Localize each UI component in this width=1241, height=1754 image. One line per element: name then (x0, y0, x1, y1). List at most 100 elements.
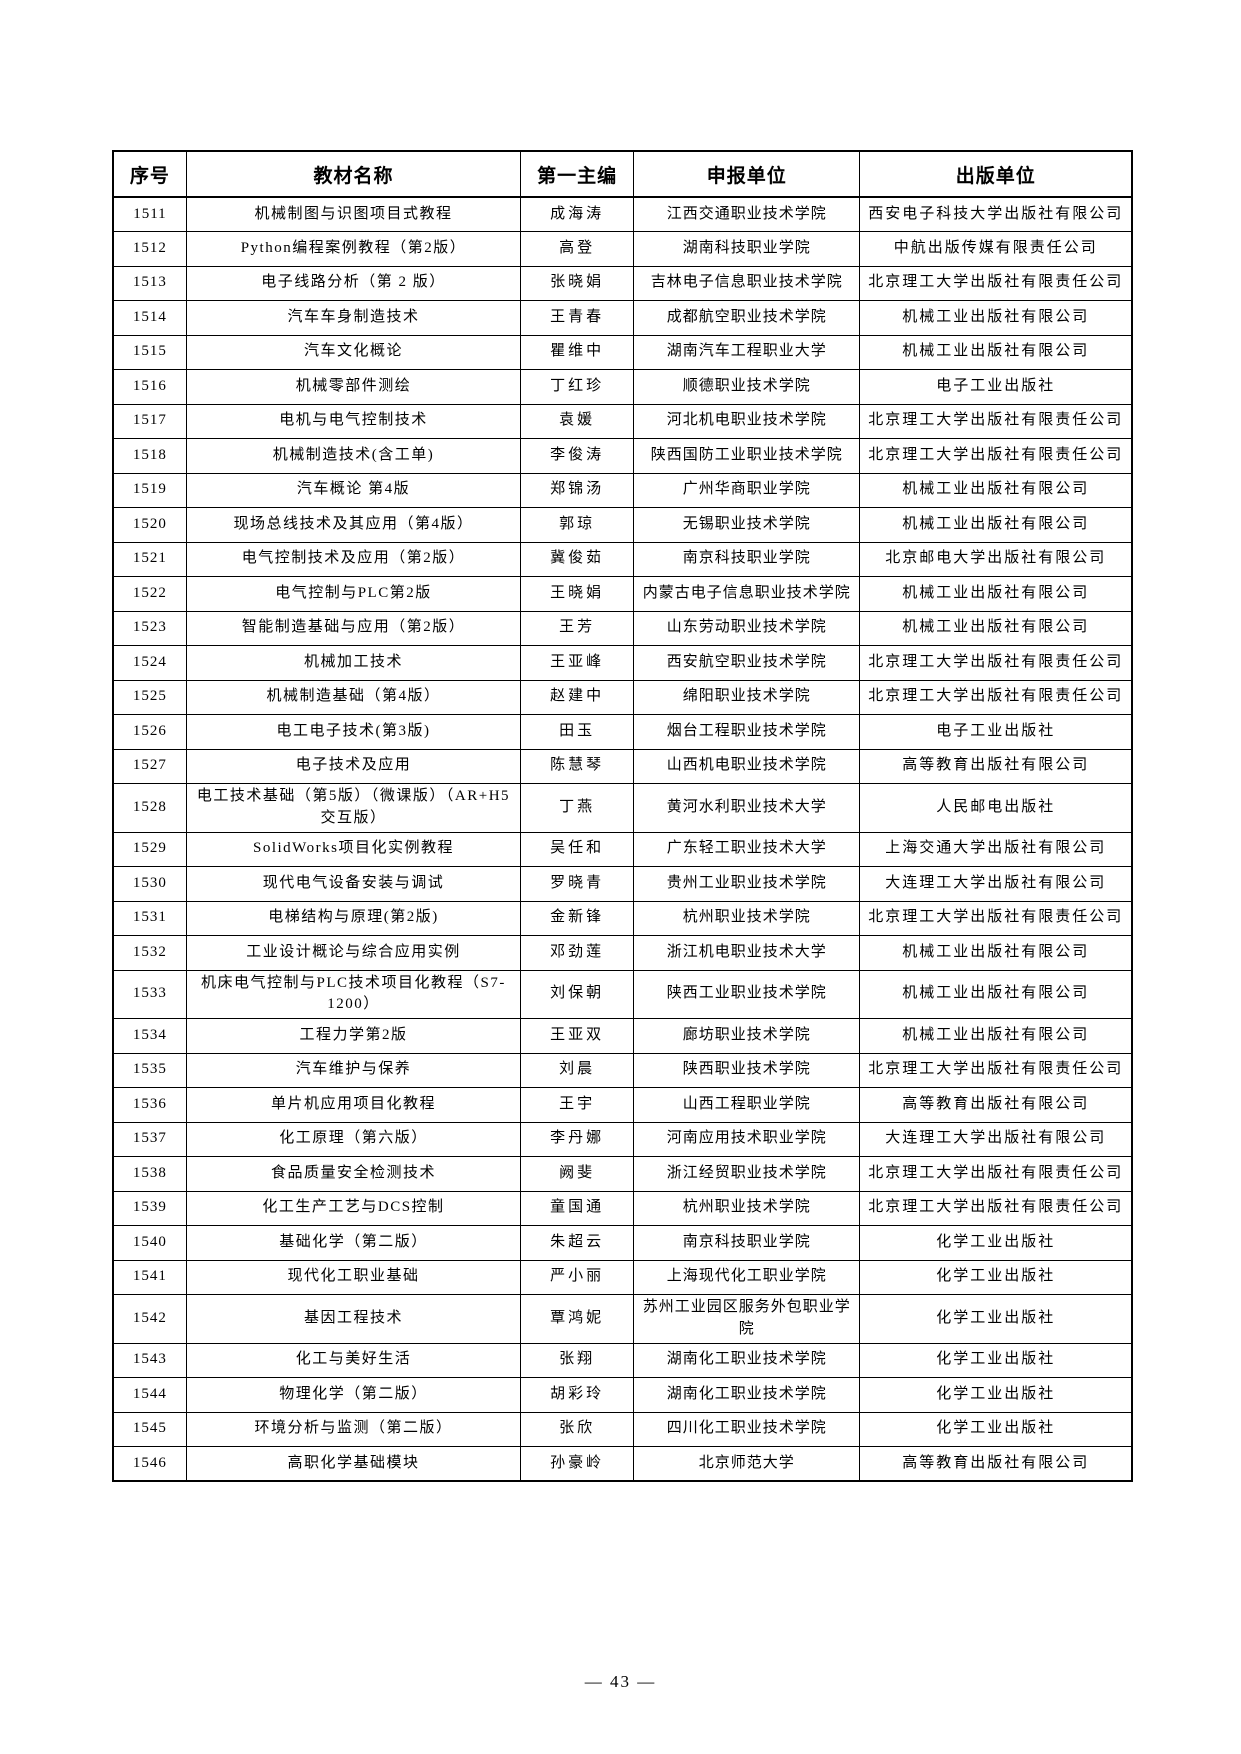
serial-number-cell: 1543 (112, 1342, 187, 1378)
first-chief-editor-cell: 王晓娟 (520, 576, 635, 612)
textbook-name-cell: 基础化学（第二版） (185, 1225, 522, 1261)
first-chief-editor-cell: 吴任和 (520, 831, 635, 867)
publisher-cell: 大连理工大学出版社有限公司 (859, 866, 1133, 902)
first-chief-editor-cell: 覃鸿妮 (520, 1294, 635, 1344)
publisher-cell: 北京理工大学出版社有限责任公司 (859, 265, 1133, 301)
textbook-name-cell: 工程力学第2版 (185, 1018, 522, 1054)
serial-number-cell: 1511 (112, 196, 187, 232)
serial-number-cell: 1531 (112, 900, 187, 936)
first-chief-editor-cell: 袁媛 (520, 403, 635, 439)
applying-institution-cell: 贵州工业职业技术学院 (633, 866, 861, 902)
textbook-name-cell: 机械制造基础（第4版） (185, 679, 522, 715)
applying-institution-cell: 河南应用技术职业学院 (633, 1121, 861, 1157)
publisher-cell: 化学工业出版社 (859, 1377, 1133, 1413)
textbook-name-cell: 基因工程技术 (185, 1294, 522, 1344)
publisher-cell: 北京理工大学出版社有限责任公司 (859, 900, 1133, 936)
textbook-name-cell: 智能制造基础与应用（第2版） (185, 610, 522, 646)
first-chief-editor-cell: 邓劲莲 (520, 935, 635, 971)
applying-institution-cell: 山西工程职业学院 (633, 1087, 861, 1123)
publisher-cell: 高等教育出版社有限公司 (859, 1446, 1133, 1482)
table-row: 1527 电子技术及应用 陈慧琴 山西机电职业技术学院 高等教育出版社有限公司 (112, 748, 1133, 784)
table-row: 1513 电子线路分析（第 2 版） 张晓娟 吉林电子信息职业技术学院 北京理工大学出版… (112, 265, 1133, 301)
textbook-name-cell: 电机与电气控制技术 (185, 403, 522, 439)
first-chief-editor-cell: 王芳 (520, 610, 635, 646)
serial-number-cell: 1527 (112, 748, 187, 784)
serial-number-cell: 1526 (112, 714, 187, 750)
applying-institution-cell: 广东轻工职业技术大学 (633, 831, 861, 867)
textbook-name-cell: 电梯结构与原理(第2版) (185, 900, 522, 936)
serial-number-cell: 1523 (112, 610, 187, 646)
serial-number-cell: 1546 (112, 1446, 187, 1482)
serial-number-cell: 1542 (112, 1294, 187, 1344)
serial-number-cell: 1520 (112, 507, 187, 543)
first-chief-editor-cell: 冀俊茹 (520, 541, 635, 577)
table-row: 1522 电气控制与PLC第2版 王晓娟 内蒙古电子信息职业技术学院 机械工业出版社有限… (112, 576, 1133, 612)
textbook-approval-table: 序号 教材名称 第一主编 申报单位 出版单位 1511 机械制图与识图项目式教程 成海涛 江西… (112, 150, 1133, 1482)
header-serial-number: 序号 (112, 150, 187, 198)
publisher-cell: 中航出版传媒有限责任公司 (859, 231, 1133, 267)
table-row: 1536 单片机应用项目化教程 王宇 山西工程职业学院 高等教育出版社有限公司 (112, 1087, 1133, 1123)
publisher-cell: 机械工业出版社有限公司 (859, 935, 1133, 971)
table-row: 1530 现代电气设备安装与调试 罗晓青 贵州工业职业技术学院 大连理工大学出版社有限公… (112, 866, 1133, 902)
applying-institution-cell: 杭州职业技术学院 (633, 1190, 861, 1226)
table-row: 1516 机械零部件测绘 丁红珍 顺德职业技术学院 电子工业出版社 (112, 369, 1133, 405)
table-row: 1540 基础化学（第二版） 朱超云 南京科技职业学院 化学工业出版社 (112, 1225, 1133, 1261)
serial-number-cell: 1528 (112, 783, 187, 833)
applying-institution-cell: 吉林电子信息职业技术学院 (633, 265, 861, 301)
serial-number-cell: 1536 (112, 1087, 187, 1123)
publisher-cell: 北京理工大学出版社有限责任公司 (859, 1052, 1133, 1088)
serial-number-cell: 1515 (112, 334, 187, 370)
serial-number-cell: 1516 (112, 369, 187, 405)
publisher-cell: 机械工业出版社有限公司 (859, 507, 1133, 543)
publisher-cell: 机械工业出版社有限公司 (859, 610, 1133, 646)
publisher-cell: 高等教育出版社有限公司 (859, 748, 1133, 784)
publisher-cell: 化学工业出版社 (859, 1259, 1133, 1295)
table-row: 1524 机械加工技术 王亚峰 西安航空职业技术学院 北京理工大学出版社有限责任公司 (112, 645, 1133, 681)
textbook-name-cell: 高职化学基础模块 (185, 1446, 522, 1482)
textbook-name-cell: 现代电气设备安装与调试 (185, 866, 522, 902)
first-chief-editor-cell: 郭琼 (520, 507, 635, 543)
header-textbook-name: 教材名称 (185, 150, 522, 198)
first-chief-editor-cell: 张欣 (520, 1411, 635, 1447)
publisher-cell: 机械工业出版社有限公司 (859, 576, 1133, 612)
applying-institution-cell: 山东劳动职业技术学院 (633, 610, 861, 646)
applying-institution-cell: 上海现代化工职业学院 (633, 1259, 861, 1295)
publisher-cell: 北京理工大学出版社有限责任公司 (859, 1190, 1133, 1226)
textbook-name-cell: 机械加工技术 (185, 645, 522, 681)
textbook-name-cell: 电工电子技术(第3版) (185, 714, 522, 750)
publisher-cell: 西安电子科技大学出版社有限公司 (859, 196, 1133, 232)
first-chief-editor-cell: 胡彩玲 (520, 1377, 635, 1413)
publisher-cell: 化学工业出版社 (859, 1411, 1133, 1447)
applying-institution-cell: 绵阳职业技术学院 (633, 679, 861, 715)
textbook-name-cell: 电子技术及应用 (185, 748, 522, 784)
first-chief-editor-cell: 丁红珍 (520, 369, 635, 405)
textbook-name-cell: 电气控制技术及应用（第2版） (185, 541, 522, 577)
textbook-name-cell: 现代化工职业基础 (185, 1259, 522, 1295)
first-chief-editor-cell: 李丹娜 (520, 1121, 635, 1157)
first-chief-editor-cell: 刘保朝 (520, 969, 635, 1019)
table-row: 1545 环境分析与监测（第二版） 张欣 四川化工职业技术学院 化学工业出版社 (112, 1411, 1133, 1447)
applying-institution-cell: 湖南化工职业技术学院 (633, 1377, 861, 1413)
textbook-name-cell: 现场总线技术及其应用（第4版） (185, 507, 522, 543)
publisher-cell: 机械工业出版社有限公司 (859, 1018, 1133, 1054)
textbook-name-cell: 单片机应用项目化教程 (185, 1087, 522, 1123)
first-chief-editor-cell: 罗晓青 (520, 866, 635, 902)
table-row: 1532 工业设计概论与综合应用实例 邓劲莲 浙江机电职业技术大学 机械工业出版社有限公… (112, 935, 1133, 971)
publisher-cell: 北京理工大学出版社有限责任公司 (859, 679, 1133, 715)
first-chief-editor-cell: 金新锋 (520, 900, 635, 936)
serial-number-cell: 1524 (112, 645, 187, 681)
serial-number-cell: 1513 (112, 265, 187, 301)
first-chief-editor-cell: 张翔 (520, 1342, 635, 1378)
first-chief-editor-cell: 李俊涛 (520, 438, 635, 474)
first-chief-editor-cell: 阙斐 (520, 1156, 635, 1192)
table-row: 1526 电工电子技术(第3版) 田玉 烟台工程职业技术学院 电子工业出版社 (112, 714, 1133, 750)
serial-number-cell: 1533 (112, 969, 187, 1019)
first-chief-editor-cell: 瞿维中 (520, 334, 635, 370)
serial-number-cell: 1517 (112, 403, 187, 439)
applying-institution-cell: 成都航空职业技术学院 (633, 300, 861, 336)
serial-number-cell: 1534 (112, 1018, 187, 1054)
publisher-cell: 北京理工大学出版社有限责任公司 (859, 438, 1133, 474)
table-body: 1511 机械制图与识图项目式教程 成海涛 江西交通职业技术学院 西安电子科技大学出版社… (112, 196, 1133, 1482)
table-row: 1534 工程力学第2版 王亚双 廊坊职业技术学院 机械工业出版社有限公司 (112, 1018, 1133, 1054)
